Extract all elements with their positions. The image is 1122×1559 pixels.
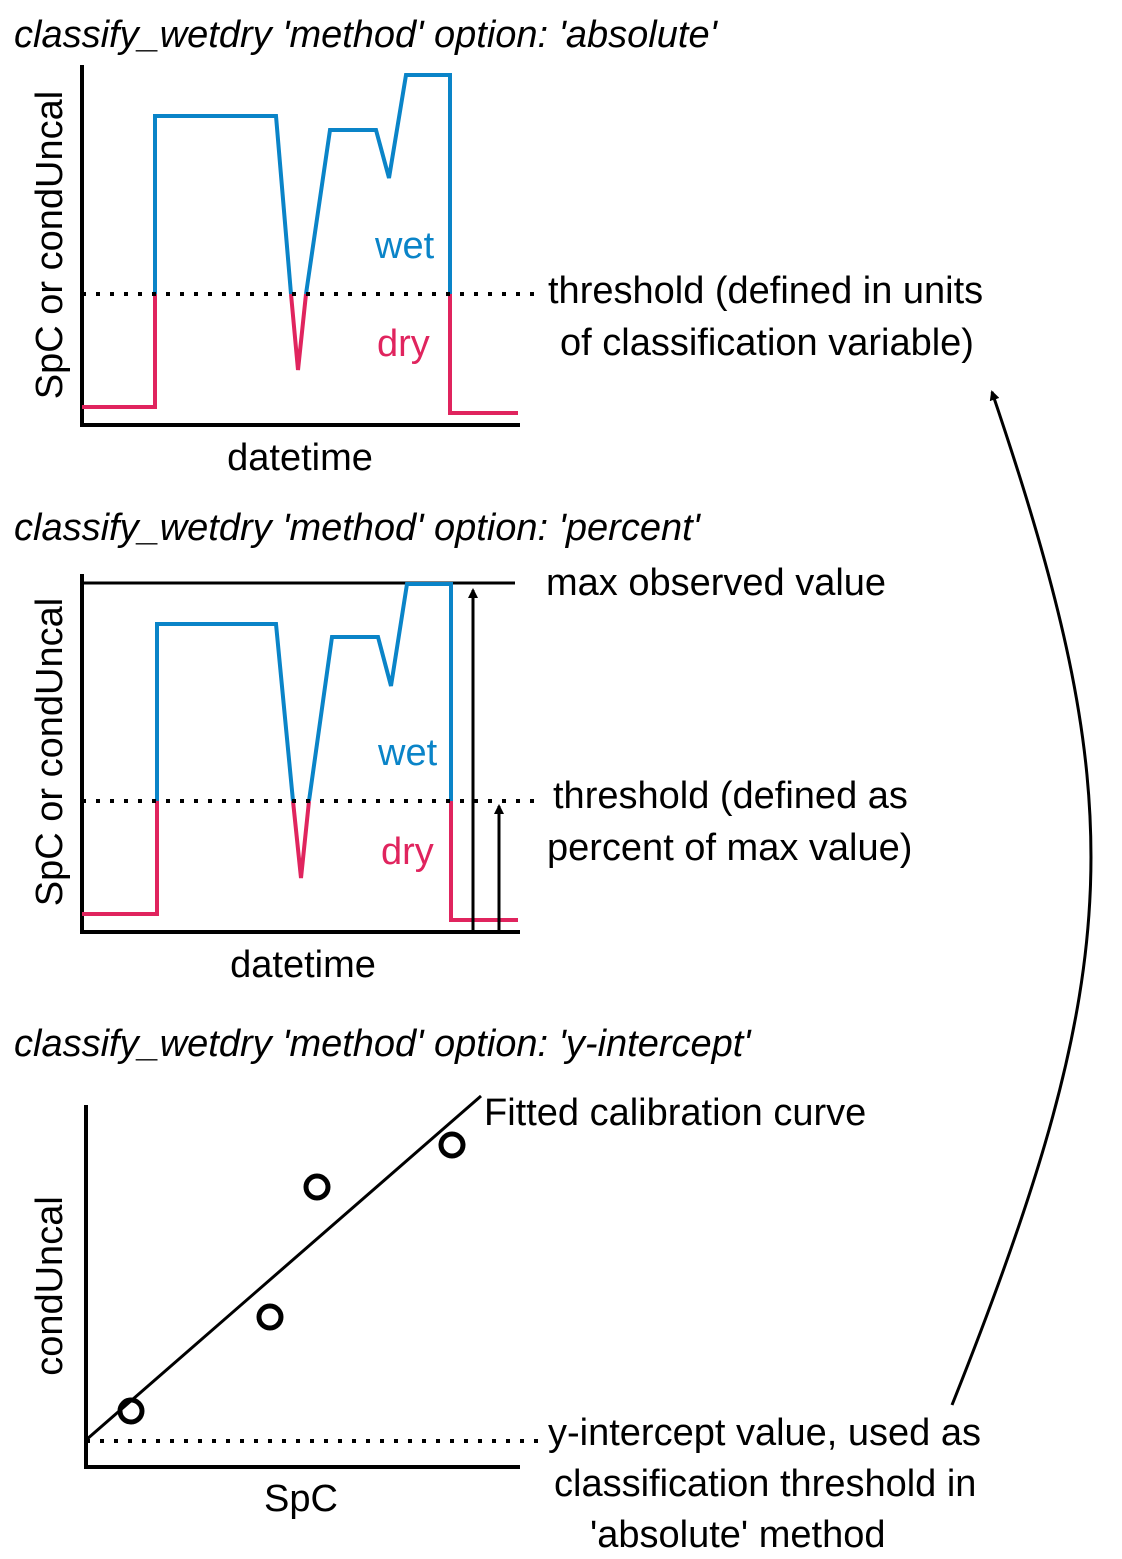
intercept-label: 'absolute' method [590,1514,885,1556]
panel-title: classify_wetdry 'method' option: 'percen… [14,507,702,549]
data-point [256,1303,284,1331]
intercept-label: classification threshold in [554,1463,976,1505]
axes [84,1105,520,1469]
fitted-curve [85,1094,482,1442]
dry-series [82,800,518,922]
max-value-label: max observed value [546,562,886,604]
y-axis-label: SpC or condUncal [29,91,71,399]
panel-title: classify_wetdry 'method' option: 'absolu… [14,14,719,56]
threshold-label: of classification variable) [560,322,974,364]
axes [80,65,520,427]
curve-label: Fitted calibration curve [484,1092,866,1134]
dry-label: dry [377,323,430,365]
y-axis-label: SpC or condUncal [29,598,71,906]
threshold-label: threshold (defined in units [548,270,983,312]
panel-absolute: classify_wetdry 'method' option: 'absolu… [14,14,983,479]
wet-label: wet [374,225,435,267]
x-axis-label: datetime [227,437,373,479]
y-axis-label: condUncal [29,1196,71,1376]
wet-series [155,622,295,802]
threshold-label: threshold (defined as [553,775,908,817]
data-point [303,1173,331,1201]
data-point [117,1397,145,1425]
x-axis-label: SpC [264,1478,338,1520]
dry-label: dry [381,831,434,873]
threshold-label: percent of max value) [547,827,912,869]
panel-percent: classify_wetdry 'method' option: 'percen… [14,507,912,986]
panel-title: classify_wetdry 'method' option: 'y-inte… [14,1023,752,1065]
wet-series [304,73,452,295]
wet-series [307,582,453,802]
data-point [438,1131,466,1159]
x-axis-label: datetime [230,944,376,986]
connector-arrow [950,390,1093,1406]
wet-series [153,114,293,295]
panel-yintercept: classify_wetdry 'method' option: 'y-inte… [14,1023,981,1556]
wet-label: wet [377,732,438,774]
dry-series [82,293,518,415]
intercept-label: y-intercept value, used as [548,1412,981,1454]
axes [80,574,520,934]
